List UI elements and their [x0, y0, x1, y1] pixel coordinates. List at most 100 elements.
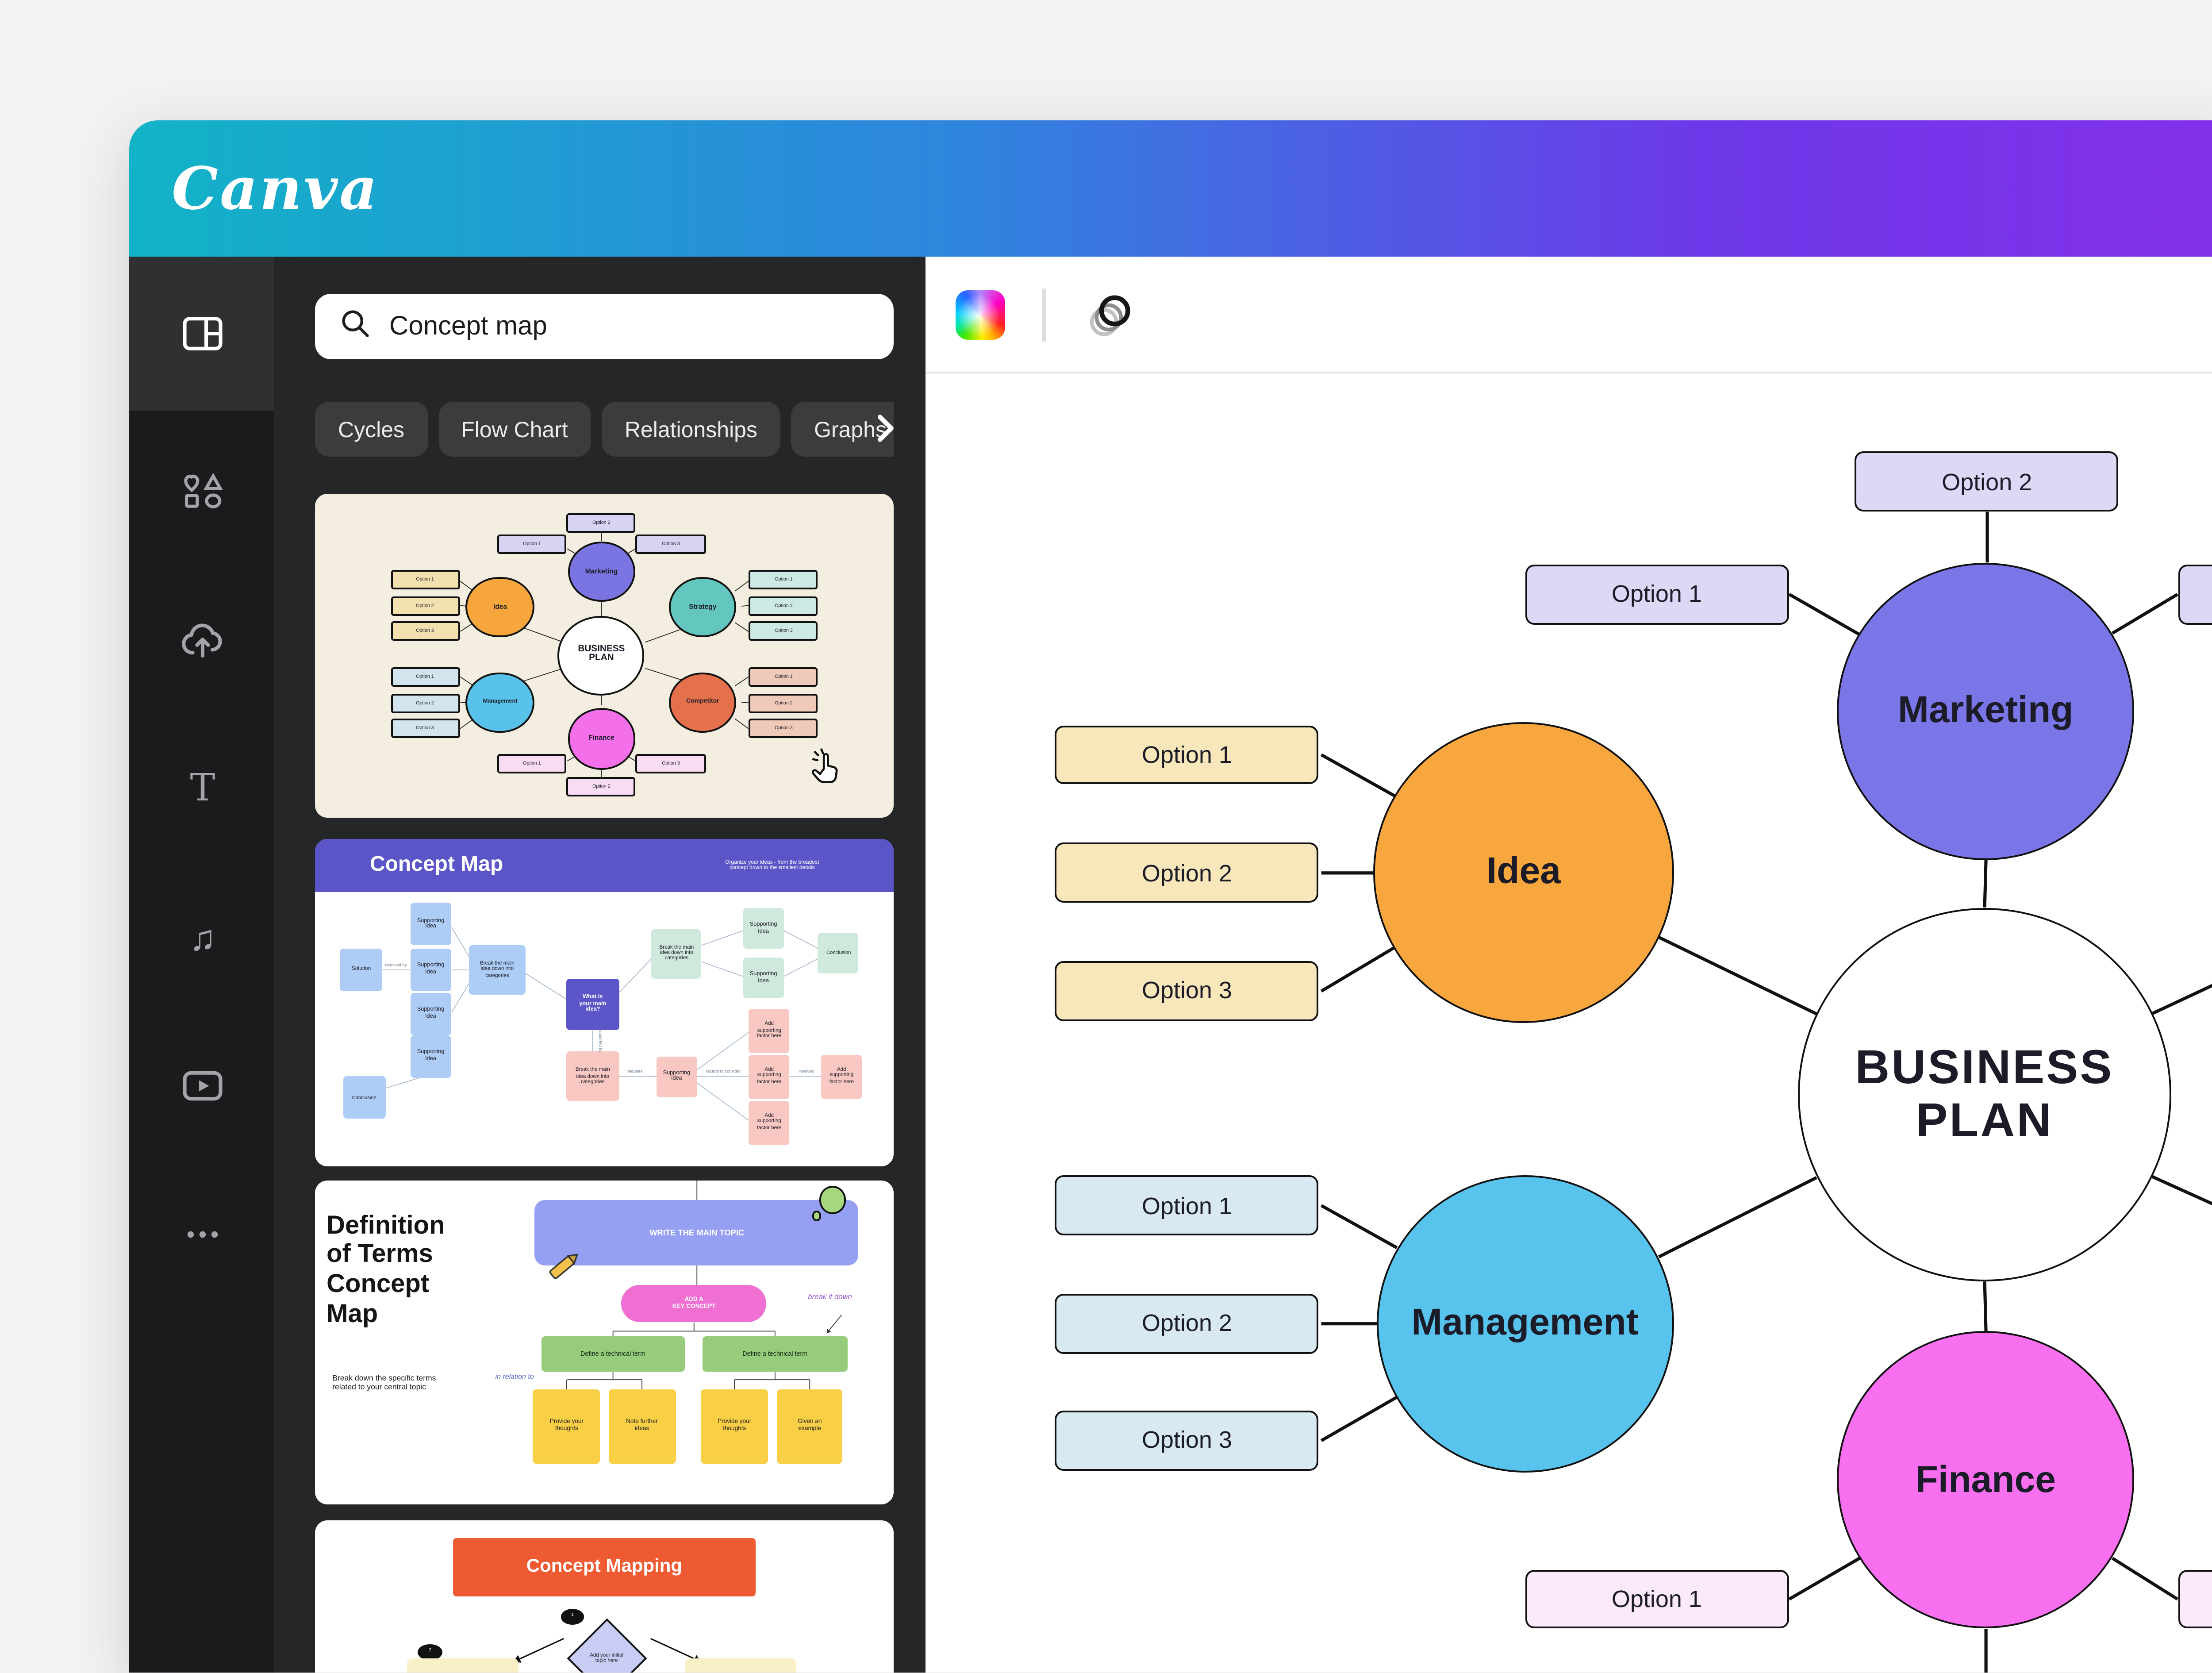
t4-banner: Concept Mapping: [453, 1537, 755, 1597]
templates-panel: Concept map Cycles Flow Chart Relationship…: [274, 257, 925, 1673]
sidebar-item-design[interactable]: [129, 257, 274, 411]
t1-node-13: Option 1: [749, 570, 818, 589]
t4-node-4: Add main concepts here: [407, 1658, 518, 1673]
t3-title: Definition of Terms Concept Map: [326, 1211, 445, 1330]
sidebar-item-audio[interactable]: ♫: [129, 862, 274, 1011]
template-definition-of-terms[interactable]: Definition of Terms Concept Map Break dow…: [315, 1181, 894, 1504]
filter-chip-flow-chart[interactable]: Flow Chart: [438, 402, 591, 457]
sidebar-item-uploads[interactable]: [129, 565, 274, 713]
opt1-marketing[interactable]: Option 1: [1525, 564, 1789, 624]
t4-edges: [513, 1638, 701, 1663]
t2-node-24: factors to consider: [706, 1068, 741, 1074]
svg-text:T: T: [189, 765, 214, 809]
sidebar-item-more[interactable]: [129, 1159, 274, 1308]
opt1-finance[interactable]: Option 1: [1525, 1569, 1789, 1629]
t2-node-20: Add supporting factor here: [821, 1054, 862, 1099]
sidebar-item-videos[interactable]: [129, 1011, 274, 1159]
template-concept-map-banner[interactable]: Concept Map Organize your ideas - from th…: [315, 839, 894, 1166]
t2-banner: [315, 839, 894, 892]
opt3-finance-partial[interactable]: [2177, 1569, 2212, 1629]
t1-node-24: Option 3: [636, 754, 706, 774]
t3-node-10: in relation to: [495, 1372, 534, 1381]
t2-node-12: Supporting Idea: [743, 908, 784, 950]
t2-node-13: Supporting Idea: [743, 958, 784, 999]
opt2-management[interactable]: Option 2: [1055, 1294, 1319, 1354]
management-circle[interactable]: Management: [1376, 1174, 1674, 1472]
t1-node-23: Option 2: [566, 777, 636, 797]
opt3-marketing-partial[interactable]: [2177, 564, 2212, 624]
t2-node-4: Supporting Idea: [410, 948, 452, 992]
t4-diamond: Add your initial topic here: [566, 1618, 647, 1673]
search-value: Concept map: [389, 312, 547, 342]
search-input[interactable]: Concept map: [315, 294, 894, 359]
t2-node-18: Add supporting factor here: [749, 1054, 790, 1099]
svg-text:♫: ♫: [188, 917, 215, 957]
marketing-circle[interactable]: Marketing: [1837, 562, 2135, 860]
t2-node-19: Add supporting factor here: [749, 1100, 790, 1144]
t3-subtitle: Break down the specific terms related to…: [332, 1374, 436, 1392]
filter-chip-relationships[interactable]: Relationships: [601, 402, 780, 457]
t2-edges: [381, 927, 822, 1121]
t3-node-11: Provide your thoughts: [533, 1389, 600, 1464]
t1-node-9: Option 3: [636, 535, 706, 555]
t3-node-4: [812, 1211, 822, 1220]
transparency-rings-icon[interactable]: [1082, 288, 1135, 341]
filter-chip-cycles[interactable]: Cycles: [315, 402, 428, 457]
toolbar-divider: [1041, 288, 1045, 341]
t1-node-16: Option 1: [390, 667, 460, 687]
t1-node-19: Option 1: [749, 667, 818, 687]
t2-tagline: Organize your ideas - from the broadest …: [725, 858, 819, 871]
color-picker-swatch[interactable]: [955, 289, 1004, 339]
chevron-right-icon[interactable]: [864, 409, 903, 448]
t3-speech-bubble: [819, 1186, 846, 1214]
canva-logo: Canva: [172, 154, 379, 223]
template-concept-mapping[interactable]: Concept Mapping 1 2 Add your initial topic …: [315, 1520, 894, 1673]
opt2-marketing[interactable]: Option 2: [1855, 452, 2119, 512]
t2-node-9: Break the main idea down into categories: [469, 945, 525, 995]
t4-step2: 2: [418, 1643, 442, 1660]
opt1-idea[interactable]: Option 1: [1055, 725, 1319, 785]
t1-node-22: Option 1: [497, 754, 567, 774]
t1-idea: Idea: [466, 576, 534, 638]
sidebar-item-elements[interactable]: [129, 416, 274, 565]
template-business-plan-map[interactable]: BUSINESS PLAN Marketing Idea Strategy Manage…: [315, 494, 894, 818]
t3-node-8: Define a technical term: [541, 1336, 686, 1372]
t2-node-25: involves: [799, 1068, 814, 1074]
t4-node-5: Main concept: [685, 1658, 797, 1673]
opt2-idea[interactable]: Option 2: [1055, 843, 1319, 903]
t1-strategy: Strategy: [668, 576, 737, 638]
t1-management: Management: [466, 672, 534, 734]
t2-node-7: Solution: [340, 948, 382, 992]
whiteboard-canvas[interactable]: Option 2 Option 1 Option 1 Option 2 Option 3…: [925, 373, 2212, 1673]
sidebar-rail: T ♫: [129, 257, 274, 1673]
t2-main: What is your main idea?: [566, 978, 619, 1031]
cv-edges: [1319, 512, 2212, 1673]
t1-cursor: [801, 743, 848, 788]
app-header: Canva: [129, 120, 2212, 257]
t1-node-10: Option 1: [390, 570, 460, 589]
t2-node-8: Conclusion: [343, 1076, 385, 1119]
t3-pencil: [541, 1242, 587, 1287]
opt3-management[interactable]: Option 3: [1055, 1411, 1319, 1471]
opt1-management[interactable]: Option 1: [1055, 1175, 1319, 1235]
t1-node-11: Option 2: [390, 596, 460, 615]
main-layout: T ♫ Concept map Cycles Flow Chart Relations…: [129, 257, 2212, 1673]
t2-node-21: resolved by: [385, 962, 407, 968]
finance-circle[interactable]: Finance: [1837, 1331, 2135, 1629]
t1-node-21: Option 3: [749, 719, 818, 738]
t3-key-concept: ADD A KEY CONCEPT: [622, 1285, 767, 1323]
businessplan-circle[interactable]: BUSINESS PLAN: [1797, 907, 2172, 1282]
t1-competitor: Competitor: [668, 672, 737, 734]
opt3-idea[interactable]: Option 3: [1055, 961, 1319, 1021]
filter-chip-graphs[interactable]: Graphs: [791, 402, 894, 457]
t1-node-8: Option 2: [566, 513, 636, 533]
search-icon: [338, 305, 372, 348]
t2-node-22: supported by: [596, 1028, 602, 1053]
idea-circle[interactable]: Idea: [1373, 721, 1674, 1023]
sidebar-item-text[interactable]: T: [129, 713, 274, 862]
t1-node-14: Option 2: [749, 596, 818, 615]
t2-node-5: Supporting Idea: [410, 992, 452, 1035]
t3-node-7: break it down: [808, 1292, 852, 1302]
